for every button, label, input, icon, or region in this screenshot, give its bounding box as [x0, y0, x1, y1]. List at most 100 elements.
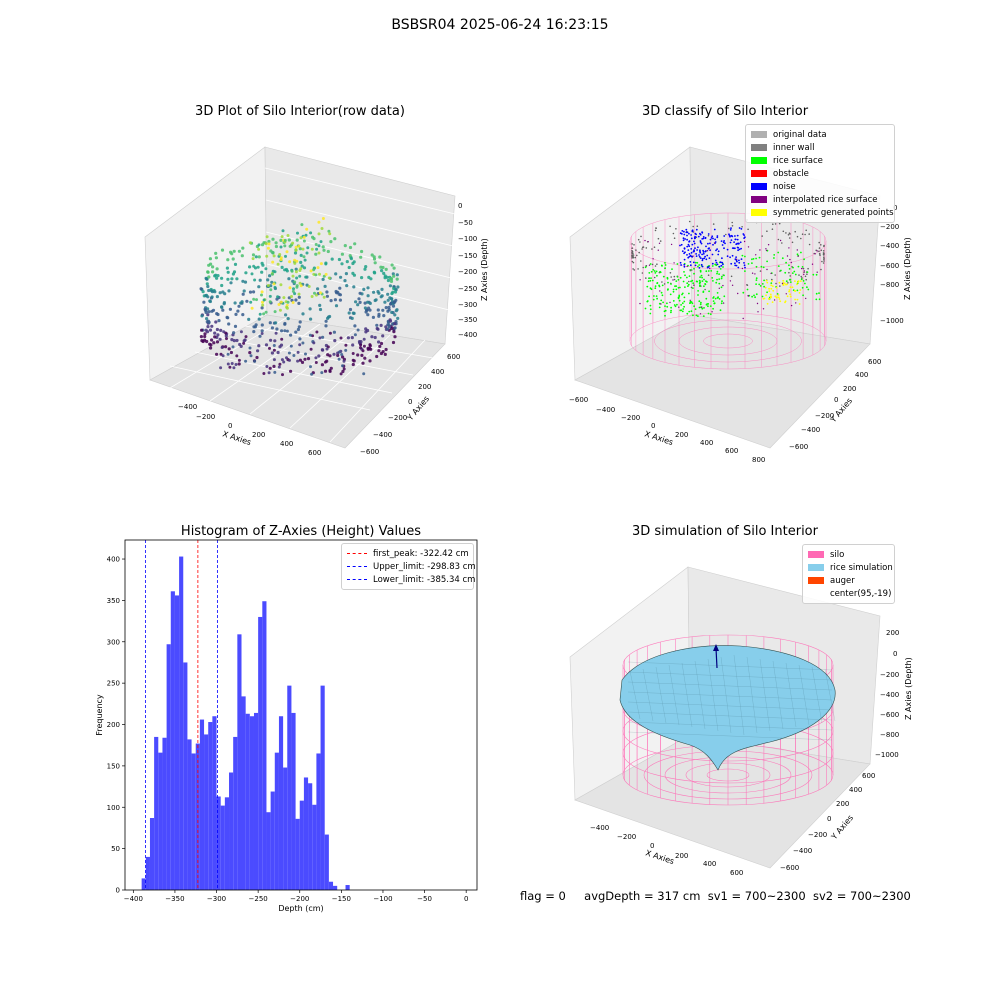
noise-point [743, 264, 746, 267]
inner-wall-point [822, 262, 825, 264]
rice-surface-point [718, 282, 721, 285]
noise-point [690, 248, 693, 250]
rice-surface-point [720, 277, 723, 280]
scatter-point [306, 246, 310, 250]
scatter-point [268, 346, 271, 350]
noise-point [704, 255, 706, 258]
legend-swatch [751, 196, 767, 203]
inner-wall-point [690, 286, 693, 289]
symmetric-point [771, 285, 774, 287]
hist-bar [191, 753, 196, 890]
scatter-point [302, 235, 306, 239]
scatter-point [363, 356, 367, 360]
scatter-point [359, 346, 362, 350]
scatter-point [359, 340, 363, 344]
rice-surface-point [716, 270, 719, 273]
legend-label: inner wall [773, 142, 815, 153]
interpolated-point [729, 280, 732, 282]
rice-surface-point [801, 266, 804, 268]
inner-wall-point [656, 263, 658, 266]
panel4-ytick: 400 [849, 786, 862, 794]
scatter-point [207, 320, 211, 324]
inner-wall-point [759, 270, 762, 272]
scatter-point [351, 343, 355, 347]
scatter-point [206, 307, 210, 311]
rice-surface-point [649, 287, 652, 290]
inner-wall-point [779, 285, 781, 287]
scatter-point [301, 341, 305, 345]
scatter-point [283, 268, 287, 272]
rice-surface-point [697, 290, 699, 292]
noise-point [726, 248, 729, 251]
scatter-point [267, 239, 271, 244]
scatter-point [291, 289, 295, 293]
noise-point [687, 256, 690, 259]
scatter-point [316, 287, 320, 291]
rice-surface-point [714, 297, 717, 300]
rice-surface-point [755, 265, 758, 268]
rice-surface-point [815, 292, 818, 295]
panel4-rice-surface [619, 645, 836, 771]
scatter-point [221, 354, 225, 358]
panel4-xtick: −200 [617, 833, 636, 841]
scatter-point [286, 300, 290, 304]
legend-entry: rice surface [751, 154, 889, 167]
rice-surface-point [677, 286, 680, 289]
scatter-point [375, 354, 379, 359]
scatter-point [268, 274, 272, 278]
symmetric-point [763, 297, 766, 300]
hist-bar [145, 856, 150, 890]
scatter-point [334, 272, 338, 276]
scatter-point [314, 361, 318, 364]
scatter-point [260, 243, 265, 247]
noise-point [701, 265, 704, 268]
surface-mesh-line [785, 662, 797, 728]
scatter-point [205, 317, 209, 321]
rice-surface-point [654, 287, 657, 290]
scatter-point [199, 287, 203, 291]
scatter-point [340, 262, 344, 266]
scatter-point [252, 330, 256, 334]
scatter-point [361, 361, 365, 365]
legend-line [347, 553, 367, 554]
legend-label: original data [773, 129, 827, 140]
legend-swatch [808, 590, 824, 597]
noise-point [723, 235, 726, 237]
panel1-raw-3d-plot: −400 −200 0 200 400 600 −600 −400 −200 0… [144, 146, 489, 457]
inner-wall-point [632, 268, 634, 270]
inner-wall-point [805, 229, 807, 232]
rice-surface-point [770, 282, 773, 284]
noise-point [709, 249, 711, 252]
scatter-point [235, 354, 239, 358]
scatter-point [304, 275, 308, 279]
scatter-point [339, 336, 343, 340]
scatter-point [267, 371, 271, 375]
scatter-point [287, 277, 291, 281]
panel4-ztick: −400 [880, 691, 899, 699]
surface-mesh-line [642, 668, 654, 722]
interpolated-point [722, 284, 724, 287]
inner-wall-point [802, 267, 805, 270]
rice-surface-point [707, 305, 709, 308]
scatter-point [310, 295, 314, 298]
panel1-title: 3D Plot of Silo Interior(row data) [195, 104, 405, 119]
noise-point [691, 230, 694, 233]
scatter-point [210, 338, 214, 342]
scatter-point [296, 231, 299, 235]
noise-point [707, 265, 710, 268]
scatter-point [275, 297, 279, 301]
noise-point [702, 237, 705, 240]
interpolated-point [741, 267, 744, 270]
scatter-point [368, 359, 372, 363]
scatter-point [297, 295, 301, 299]
scatter-point [350, 316, 354, 320]
scatter-point [347, 265, 351, 270]
scatter-point [304, 352, 307, 356]
rice-surface-point [680, 304, 682, 306]
rice-surface-point [781, 257, 784, 260]
legend-entry: first_peak: -322.42 cm [347, 547, 469, 560]
scatter-point [214, 251, 218, 255]
scatter-point [332, 330, 336, 334]
scatter-point [226, 316, 230, 320]
scatter-point [299, 284, 303, 288]
